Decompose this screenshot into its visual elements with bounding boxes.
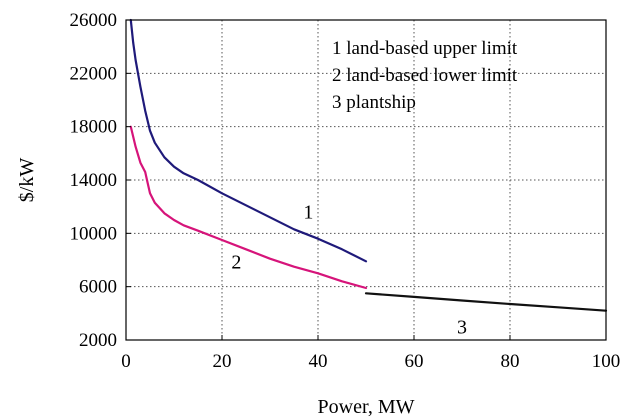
y-tick-label: 18000: [70, 117, 118, 138]
curve-label: 3: [457, 317, 467, 339]
x-tick-label: 20: [213, 351, 232, 372]
y-tick-label: 14000: [70, 170, 118, 191]
x-tick-label: 80: [501, 351, 520, 372]
y-axis-ticks: 2000 6000 10000 14000 18000 22000 26000: [70, 10, 131, 351]
x-tick-label: 60: [405, 351, 424, 372]
legend-entry: 1 land-based upper limit: [332, 38, 518, 59]
curve-label: 2: [231, 251, 241, 273]
y-axis-title: $/kW: [16, 158, 38, 203]
y-tick-label: 6000: [79, 277, 117, 298]
y-tick-label: 22000: [70, 63, 118, 84]
legend-entry: 3 plantship: [332, 92, 416, 113]
series-lines: [129, 18, 608, 312]
legend: 1 land-based upper limit 2 land-based low…: [332, 38, 518, 113]
x-tick-label: 40: [309, 351, 328, 372]
series-line-2: [129, 125, 368, 290]
legend-entry: 2 land-based lower limit: [332, 65, 518, 86]
x-tick-label: 100: [592, 351, 621, 372]
curve-labels: 1 2 3: [231, 201, 467, 338]
series-line-1: [129, 18, 368, 263]
y-tick-label: 10000: [70, 223, 118, 244]
y-tick-label: 2000: [79, 330, 117, 351]
x-tick-label: 0: [121, 351, 131, 372]
x-axis-title: Power, MW: [318, 396, 415, 418]
series-line-3: [364, 292, 608, 312]
curve-label: 1: [303, 201, 313, 223]
y-tick-label: 26000: [70, 10, 118, 31]
x-axis-ticks: 0 20 40 60 80 100: [121, 335, 620, 372]
